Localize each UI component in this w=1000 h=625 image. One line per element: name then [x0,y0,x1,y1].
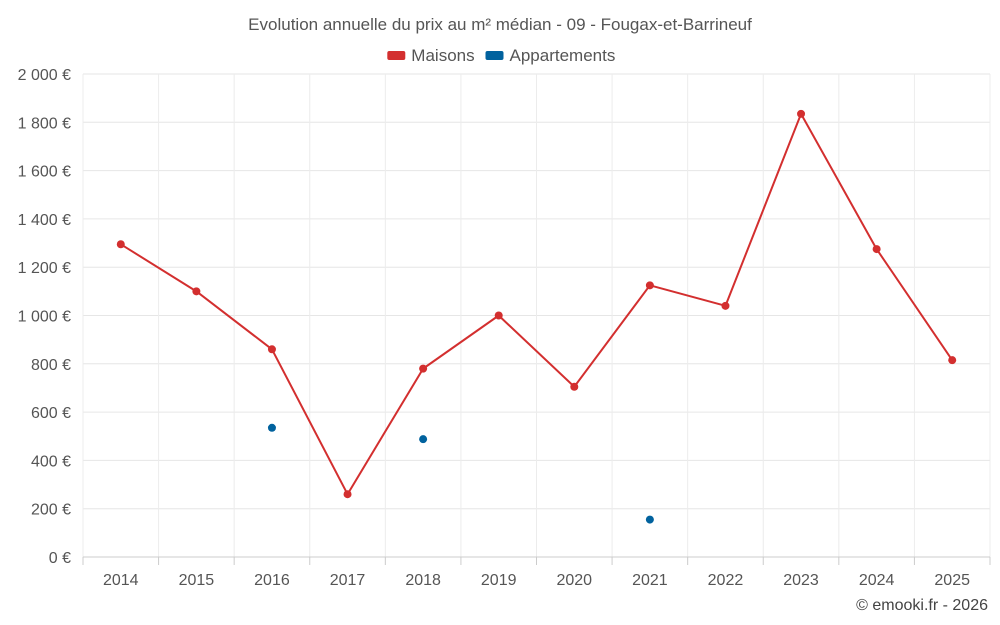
series-line-maisons [120,112,954,496]
legend-label-appartements: Appartements [510,46,616,65]
y-tick-label: 200 € [31,502,71,519]
grid [82,73,991,558]
x-axis: 2014 2015 2016 2017 2018 2019 2020 2021 2022 2023… [82,556,991,589]
x-tick-label: 2019 [481,572,517,589]
data-point-maisons [267,345,276,354]
legend[interactable]: Maisons Appartements [387,46,615,65]
data-point-appartements [267,423,276,432]
y-tick-label: 400 € [31,453,71,470]
x-tick-label: 2022 [708,572,744,589]
data-point-maisons [948,356,957,365]
x-tick-label: 2014 [103,572,139,589]
data-point-maisons [116,240,125,249]
y-axis: 0 € 200 € 400 € 600 € 800 € 1 000 € 1 200 € 1 4… [18,67,71,567]
x-tick-label: 2024 [859,572,895,589]
data-point-maisons [494,311,503,320]
y-tick-label: 1 400 € [18,212,71,229]
data-point-maisons [570,382,579,391]
data-point-maisons [645,281,654,290]
x-tick-label: 2020 [556,572,592,589]
data-point-maisons [721,301,730,310]
chart-title: Evolution annuelle du prix au m² médian … [248,15,752,34]
data-point-appartements [419,435,428,444]
y-tick-label: 1 600 € [18,164,71,181]
x-tick-label: 2017 [330,572,366,589]
y-tick-label: 2 000 € [18,67,71,84]
y-tick-label: 1 000 € [18,309,71,326]
x-tick-label: 2018 [405,572,441,589]
data-point-maisons [192,287,201,296]
data-point-maisons [419,364,428,373]
x-tick-label: 2016 [254,572,290,589]
legend-label-maisons: Maisons [411,46,474,65]
y-tick-label: 800 € [31,357,71,374]
x-tick-label: 2025 [934,572,970,589]
y-tick-label: 1 800 € [18,115,71,132]
legend-swatch-maisons [387,51,406,60]
x-tick-label: 2023 [783,572,819,589]
y-tick-label: 0 € [49,550,71,567]
series-layer [116,109,957,524]
data-point-maisons [797,109,806,118]
x-tick-label: 2015 [179,572,215,589]
data-point-appartements [645,515,654,524]
data-point-maisons [872,245,881,254]
data-point-maisons [343,490,352,499]
y-tick-label: 600 € [31,405,71,422]
legend-swatch-appartements [485,51,504,60]
x-tick-label: 2021 [632,572,668,589]
credit-text: © emooki.fr - 2026 [856,597,988,614]
y-tick-label: 1 200 € [18,260,71,277]
